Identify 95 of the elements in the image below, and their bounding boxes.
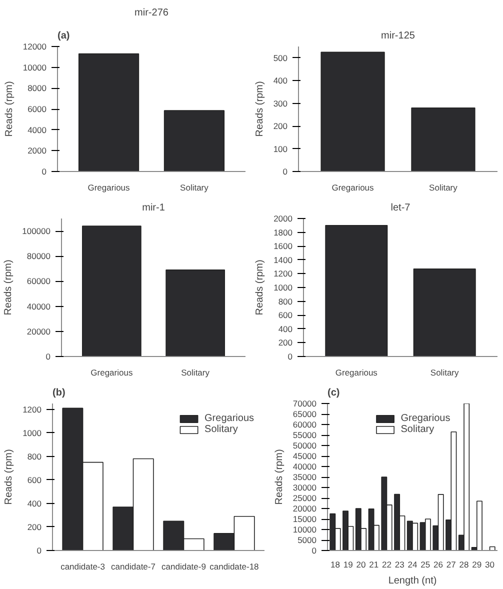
y-tick-label: 1200 xyxy=(274,268,293,279)
y-tick-label: 5000 xyxy=(298,535,317,545)
y-tick-label: 30000 xyxy=(292,482,317,492)
y-tick-label: 0 xyxy=(42,166,47,176)
x-tick-label: 18 xyxy=(330,560,340,570)
y-tick-label: 10000 xyxy=(292,524,317,534)
y-tick-label: 55000 xyxy=(292,430,317,440)
y-tick-label: 60000 xyxy=(292,420,317,430)
y-tick-label: 1200 xyxy=(22,404,42,414)
y-tick-label: 800 xyxy=(278,296,293,306)
chart-title: mir-1 xyxy=(142,202,166,214)
y-tick-label: 40000 xyxy=(292,462,317,472)
y-tick-label: 200 xyxy=(273,121,288,132)
y-axis-title: Reads (rpm) xyxy=(254,260,266,316)
y-axis-title: Reads (rpm) xyxy=(254,81,266,137)
x-tick-label: 24 xyxy=(408,560,418,570)
y-tick-label: 200 xyxy=(27,522,42,532)
y-tick-label: 500 xyxy=(273,52,288,63)
y-tick-label: 35000 xyxy=(292,472,317,482)
y-tick-label: 600 xyxy=(278,310,293,320)
x-tick-label: 21 xyxy=(369,560,379,570)
legend-label: Gregarious xyxy=(204,413,254,424)
y-tick-label: 200 xyxy=(278,338,293,348)
y-axis-title: Reads (rpm) xyxy=(4,81,15,137)
x-tick-label: 22 xyxy=(382,560,392,570)
x-tick-label: Gregarious xyxy=(90,368,133,378)
legend-label: Solitary xyxy=(400,424,434,435)
legend-label: Gregarious xyxy=(400,413,450,424)
y-tick-label: 20000 xyxy=(26,326,51,336)
chart-title: mir-125 xyxy=(381,30,416,42)
x-tick-label: Solitary xyxy=(180,182,210,192)
y-tick-label: 100 xyxy=(273,144,288,154)
y-tick-label: 0 xyxy=(282,166,288,176)
x-tick-label: Gregarious xyxy=(88,182,130,192)
y-tick-label: 20000 xyxy=(292,504,317,514)
y-tick-label: 70000 xyxy=(292,398,317,408)
y-tick-label: 0 xyxy=(36,546,42,556)
y-tick-label: 0 xyxy=(46,352,51,362)
x-tick-label: 28 xyxy=(459,560,470,570)
y-axis-title: Reads (rpm) xyxy=(4,449,15,505)
y-tick-label: 400 xyxy=(27,498,42,508)
y-tick-label: 0 xyxy=(312,546,317,556)
x-tick-label: 27 xyxy=(446,560,456,570)
y-tick-label: 800 xyxy=(27,451,42,462)
x-tick-label: candidate-9 xyxy=(162,562,206,572)
x-tick-label: 23 xyxy=(394,560,405,570)
y-tick-label: 600 xyxy=(27,474,42,485)
chart-title: mir-276 xyxy=(134,8,169,18)
y-tick-label: 6000 xyxy=(28,104,47,114)
x-tick-label: candidate-7 xyxy=(111,562,156,572)
x-tick-label: Gregarious xyxy=(332,182,374,192)
text: (b) xyxy=(52,388,66,398)
y-tick-label: 8000 xyxy=(28,83,47,94)
x-tick-label: 30 xyxy=(485,560,495,570)
y-tick-label: 1000 xyxy=(274,282,293,292)
x-tick-label: 26 xyxy=(434,560,444,570)
x-tick-label: Solitary xyxy=(430,368,460,378)
text: (a) xyxy=(58,30,70,42)
y-tick-label: 1600 xyxy=(274,241,293,252)
x-tick-label: 20 xyxy=(356,560,366,570)
y-tick-label: 25000 xyxy=(292,493,317,503)
x-tick-label: candidate-3 xyxy=(60,562,106,572)
y-tick-label: 1000 xyxy=(22,428,42,438)
y-tick-label: 4000 xyxy=(28,124,47,135)
x-tick-label: Solitary xyxy=(181,368,210,378)
y-tick-label: 2000 xyxy=(28,146,47,156)
y-axis-title: Reads (rpm) xyxy=(274,449,285,505)
y-tick-label: 60000 xyxy=(26,276,51,286)
y-tick-label: 1800 xyxy=(274,227,293,238)
legend-label: Solitary xyxy=(204,424,238,435)
x-tick-label: Gregarious xyxy=(335,368,378,378)
y-tick-label: 400 xyxy=(278,324,293,334)
x-tick-label: 29 xyxy=(472,560,482,570)
y-tick-label: 80000 xyxy=(26,251,51,262)
y-tick-label: 15000 xyxy=(292,514,317,524)
y-tick-label: 45000 xyxy=(292,451,317,461)
y-tick-label: 0 xyxy=(288,352,293,362)
x-tick-label: candidate-18 xyxy=(210,562,260,572)
x-tick-label: 25 xyxy=(420,560,430,570)
y-tick-label: 50000 xyxy=(292,440,317,450)
text: (c) xyxy=(328,388,340,398)
y-axis-title: Reads (rpm) xyxy=(3,260,14,316)
x-tick-label: 19 xyxy=(343,560,354,570)
y-tick-label: 40000 xyxy=(26,301,51,312)
y-tick-label: 10000 xyxy=(22,62,47,72)
y-tick-label: 65000 xyxy=(292,409,317,419)
y-tick-label: 12000 xyxy=(22,42,47,52)
y-tick-label: 100000 xyxy=(22,226,51,236)
chart-title: let-7 xyxy=(390,202,411,214)
y-tick-label: 1400 xyxy=(274,254,293,265)
x-axis-title: Length (nt) xyxy=(388,576,437,586)
y-tick-label: 2000 xyxy=(274,214,293,224)
y-tick-label: 300 xyxy=(273,98,288,108)
y-tick-label: 400 xyxy=(273,76,288,86)
x-tick-label: Solitary xyxy=(429,182,458,192)
